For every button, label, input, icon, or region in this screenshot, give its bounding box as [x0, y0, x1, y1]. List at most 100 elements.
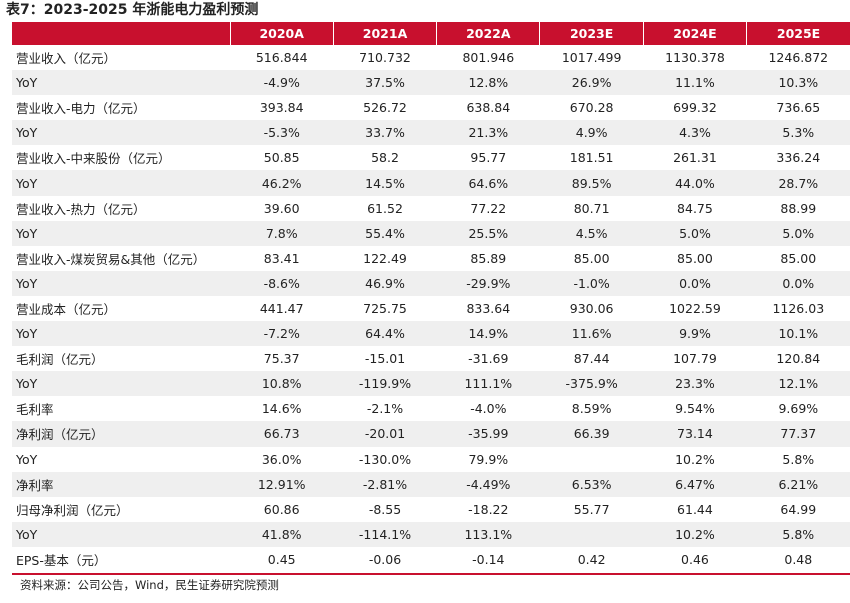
table-cell: 6.53% [539, 471, 644, 497]
forecast-table: 2020A 2021A 2022A 2023E 2024E 2025E 营业收入… [12, 22, 850, 572]
table-cell: 113.1% [436, 521, 540, 547]
row-label: YoY [12, 371, 231, 397]
table-row: 营业收入-中来股份（亿元） 50.85 58.2 95.77 181.51 261.31 3… [12, 145, 850, 171]
row-label: YoY [12, 270, 231, 296]
table-cell: 33.7% [333, 120, 437, 146]
table-cell: 55.4% [333, 220, 437, 246]
table-cell: -1.0% [539, 270, 644, 296]
table-cell: 89.5% [539, 170, 644, 196]
table-cell: 11.6% [539, 321, 644, 347]
table-cell: 670.28 [539, 95, 644, 121]
table-cell: 6.21% [746, 471, 850, 497]
table-cell: 58.2 [333, 145, 437, 171]
row-label: EPS-基本（元） [12, 546, 231, 572]
table-cell: 14.5% [333, 170, 437, 196]
table-cell: -2.1% [333, 396, 437, 422]
table-cell: 441.47 [230, 295, 334, 322]
table-cell: -15.01 [333, 346, 437, 372]
table-cell: 0.0% [746, 270, 850, 296]
table-cell: -8.55 [333, 496, 437, 522]
row-label: 毛利率 [12, 396, 231, 422]
table-cell: 14.9% [436, 321, 540, 347]
table-cell: -0.14 [436, 546, 540, 572]
table-cell: 10.1% [746, 321, 850, 347]
row-label: YoY [12, 170, 231, 196]
table-row: 毛利润（亿元） 75.37 -15.01 -31.69 87.44 107.79 120.8… [12, 346, 850, 372]
table-cell: 85.00 [539, 245, 644, 271]
table-cell: 46.2% [230, 170, 334, 196]
row-label: 营业收入-热力（亿元） [12, 195, 231, 221]
table-cell: 28.7% [746, 170, 850, 196]
table-cell: 4.9% [539, 120, 644, 146]
table-cell: 25.5% [436, 220, 540, 246]
table-cell: 14.6% [230, 396, 334, 422]
table-row: EPS-基本（元） 0.45 -0.06 -0.14 0.42 0.46 0.48 [12, 546, 850, 572]
row-label: YoY [12, 446, 231, 472]
table-cell: 36.0% [230, 446, 334, 472]
table-cell: -4.9% [230, 70, 334, 96]
table-cell: 66.73 [230, 421, 334, 447]
table-cell: -31.69 [436, 346, 540, 372]
table-cell: 0.0% [643, 270, 747, 296]
table-cell: 84.75 [643, 195, 747, 221]
row-label: 归母净利润（亿元） [12, 496, 231, 522]
table-cell: 393.84 [230, 95, 334, 121]
table-cell: -4.0% [436, 396, 540, 422]
header-cell: 2025E [746, 22, 850, 45]
table-cell: 725.75 [333, 295, 437, 322]
header-cell [12, 22, 231, 45]
row-label: 营业收入-中来股份（亿元） [12, 145, 231, 171]
table-cell: -20.01 [333, 421, 437, 447]
table-cell: 21.3% [436, 120, 540, 146]
bottom-rule [12, 573, 850, 575]
table-cell: 64.4% [333, 321, 437, 347]
table-cell: 64.99 [746, 496, 850, 522]
table-cell: 12.91% [230, 471, 334, 497]
table-cell: 9.54% [643, 396, 747, 422]
table-cell: 11.1% [643, 70, 747, 96]
table-row: YoY 46.2% 14.5% 64.6% 89.5% 44.0% 28.7% [12, 170, 850, 196]
table-cell: 1126.03 [746, 295, 850, 322]
table-row: YoY -8.6% 46.9% -29.9% -1.0% 0.0% 0.0% [12, 270, 850, 296]
row-label: 营业收入-煤炭贸易&其他（亿元） [12, 245, 231, 271]
table-cell: 122.49 [333, 245, 437, 271]
table-cell: 60.86 [230, 496, 334, 522]
table-cell: 8.59% [539, 396, 644, 422]
row-label: 毛利润（亿元） [12, 346, 231, 372]
table-row: YoY 10.8% -119.9% 111.1% -375.9% 23.3% 12.1% [12, 371, 850, 397]
table-cell: 4.3% [643, 120, 747, 146]
table-row: 净利率 12.91% -2.81% -4.49% 6.53% 6.47% 6.21% [12, 471, 850, 497]
table-row: YoY 36.0% -130.0% 79.9% 10.2% 5.8% [12, 446, 850, 472]
table-cell: 9.69% [746, 396, 850, 422]
table-cell: 5.3% [746, 120, 850, 146]
table-cell: 61.44 [643, 496, 747, 522]
table-row: 营业收入-热力（亿元） 39.60 61.52 77.22 80.71 84.75 88.9… [12, 195, 850, 221]
table-cell: 1017.499 [539, 45, 644, 71]
table-cell: 638.84 [436, 95, 540, 121]
table-row: 营业收入-煤炭贸易&其他（亿元） 83.41 122.49 85.89 85.00 85.… [12, 245, 850, 271]
row-label: 净利润（亿元） [12, 421, 231, 447]
table-cell: 120.84 [746, 346, 850, 372]
table-cell: 77.37 [746, 421, 850, 447]
header-cell: 2023E [539, 22, 644, 45]
row-label: YoY [12, 220, 231, 246]
table-cell: 12.8% [436, 70, 540, 96]
table-row: YoY -7.2% 64.4% 14.9% 11.6% 9.9% 10.1% [12, 321, 850, 347]
table-cell: 833.64 [436, 295, 540, 322]
table-cell: 75.37 [230, 346, 334, 372]
table-cell: 111.1% [436, 371, 540, 397]
table-cell: 1130.378 [643, 45, 747, 71]
table-row: 毛利率 14.6% -2.1% -4.0% 8.59% 9.54% 9.69% [12, 396, 850, 422]
table-cell: 55.77 [539, 496, 644, 522]
table-cell: 261.31 [643, 145, 747, 171]
table-cell: 0.45 [230, 546, 334, 572]
row-label: 净利率 [12, 471, 231, 497]
table-cell: -7.2% [230, 321, 334, 347]
table-cell: 181.51 [539, 145, 644, 171]
table-cell: 4.5% [539, 220, 644, 246]
table-cell: 80.71 [539, 195, 644, 221]
table-cell: 83.41 [230, 245, 334, 271]
table-cell: 699.32 [643, 95, 747, 121]
table-cell: 516.844 [230, 45, 334, 71]
table-cell: -29.9% [436, 270, 540, 296]
